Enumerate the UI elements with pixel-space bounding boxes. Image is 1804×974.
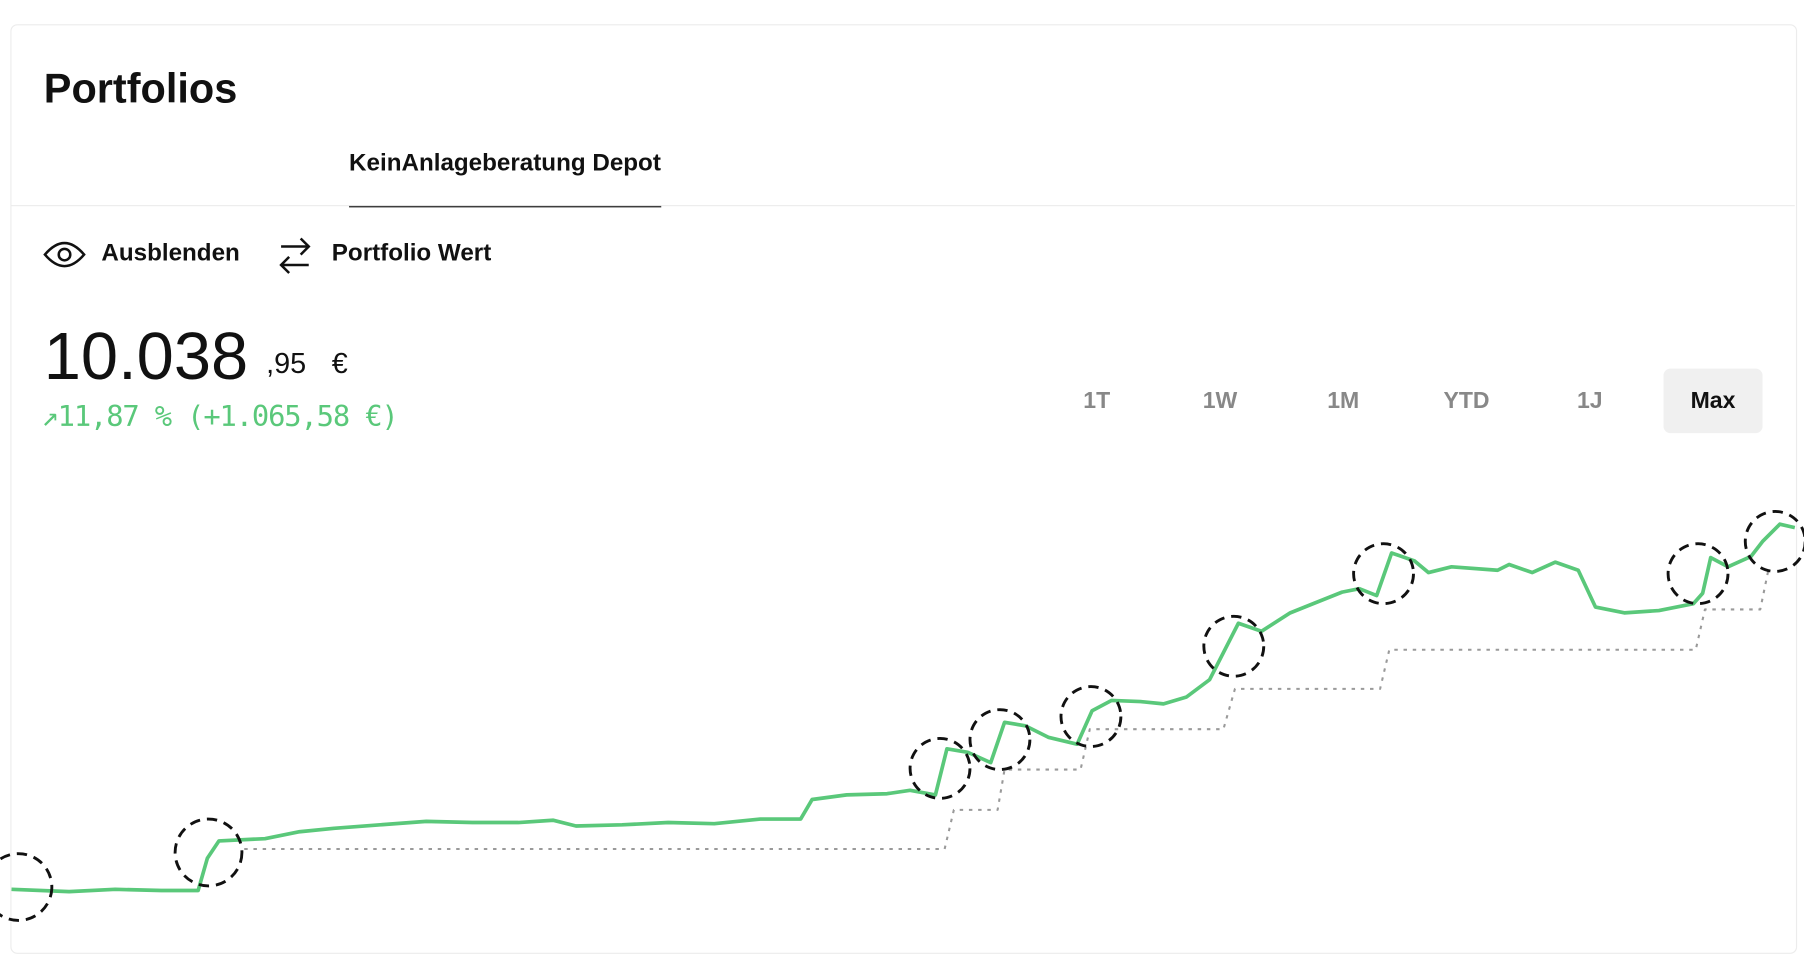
range-button[interactable]: 1T [1083,388,1111,414]
divider [11,205,1795,207]
range-button[interactable]: 1M [1327,388,1360,414]
deposit-marker [1666,542,1730,606]
value-line [11,522,1796,894]
hide-button[interactable]: Ausblenden [101,239,240,267]
eye-icon [43,241,86,268]
change: ↗11,87 % (+1.065,58 €) [41,399,398,434]
range-button[interactable]: YTD [1443,388,1490,414]
deposit-marker [968,708,1032,771]
deposit-marker [1059,685,1123,748]
swap-icon [279,237,311,274]
deposit-marker [1743,510,1804,573]
title: Portfolios [43,64,238,112]
deposit-marker [908,736,972,800]
card [10,24,1798,954]
deposit-marker [173,817,244,888]
deposit-marker [1202,614,1266,678]
range-button[interactable]: Max [1663,368,1763,434]
range-button[interactable]: 1W [1202,388,1238,414]
deposit-marker [0,852,54,922]
eye-pupil [57,247,72,262]
balance-decimals: ,95 [266,347,307,381]
value-toggle[interactable]: Portfolio Wert [331,239,492,267]
currency: € [331,347,348,381]
deposit-marker [1352,542,1415,606]
balance: 10.038 [43,319,249,394]
range-button[interactable]: 1J [1576,388,1603,414]
